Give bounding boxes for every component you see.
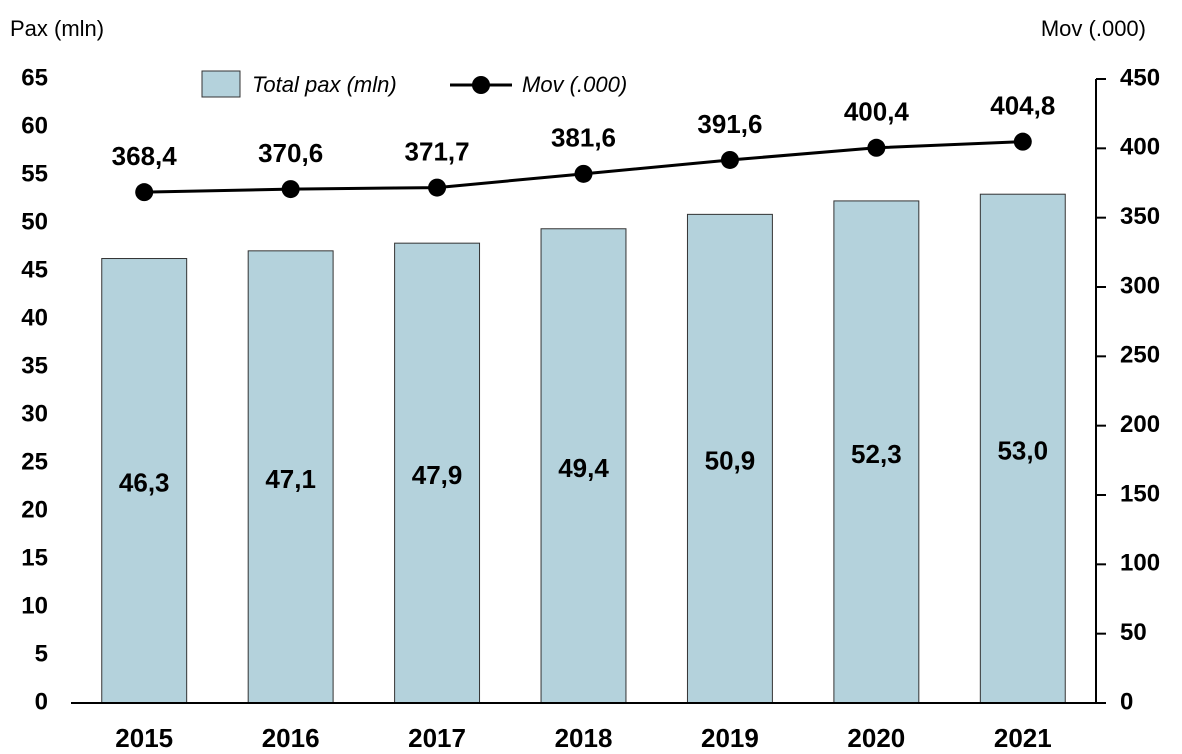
line-value-label: 404,8 bbox=[990, 91, 1055, 121]
y-tick-label: 0 bbox=[35, 688, 48, 715]
line-point bbox=[1013, 132, 1032, 151]
x-tick-label: 2019 bbox=[701, 723, 759, 753]
line-point bbox=[720, 150, 739, 169]
y2-tick-label: 400 bbox=[1120, 134, 1160, 161]
x-tick-label: 2021 bbox=[994, 723, 1052, 753]
bar-value-label: 46,3 bbox=[119, 468, 170, 498]
line-value-label: 400,4 bbox=[844, 97, 910, 127]
y-tick-label: 40 bbox=[21, 304, 48, 331]
legend-swatch bbox=[201, 70, 241, 98]
bar bbox=[247, 250, 334, 704]
y2-tick-label: 300 bbox=[1120, 272, 1160, 299]
y-tick-label: 25 bbox=[21, 448, 48, 475]
y2-tick-label: 0 bbox=[1120, 688, 1133, 715]
bar bbox=[540, 228, 627, 704]
y2-tick-label: 200 bbox=[1120, 411, 1160, 438]
y-tick-label: 45 bbox=[21, 256, 48, 283]
y-tick-label: 50 bbox=[21, 208, 48, 235]
line-value-label: 370,6 bbox=[258, 138, 323, 168]
y2-tick-label: 50 bbox=[1120, 619, 1147, 646]
y2-tick-label: 250 bbox=[1120, 342, 1160, 369]
y-axis-label: Pax (mln) bbox=[10, 16, 104, 41]
bar-value-label: 49,4 bbox=[558, 453, 609, 483]
bar-value-label: 47,9 bbox=[412, 460, 463, 490]
x-tick-label: 2018 bbox=[555, 723, 613, 753]
y2-tick-label: 350 bbox=[1120, 203, 1160, 230]
legend-label: Total pax (mln) bbox=[252, 72, 397, 97]
bar bbox=[101, 258, 188, 704]
line-point bbox=[281, 180, 300, 199]
y-tick-label: 30 bbox=[21, 400, 48, 427]
bar bbox=[394, 242, 481, 704]
line-value-label: 368,4 bbox=[112, 141, 178, 171]
x-tick-label: 2016 bbox=[262, 723, 320, 753]
legend-label: Mov (.000) bbox=[522, 72, 627, 97]
bar bbox=[686, 213, 773, 704]
y2-tick-label: 450 bbox=[1120, 64, 1160, 91]
legend-marker bbox=[472, 76, 490, 94]
y-tick-label: 35 bbox=[21, 352, 48, 379]
y2-tick-label: 100 bbox=[1120, 550, 1160, 577]
y-tick-label: 65 bbox=[21, 64, 48, 91]
line-value-label: 371,7 bbox=[405, 136, 470, 166]
bar bbox=[979, 193, 1066, 704]
y-tick-label: 55 bbox=[21, 160, 48, 187]
line-point bbox=[428, 178, 447, 197]
y-tick-label: 5 bbox=[35, 640, 48, 667]
y-tick-label: 20 bbox=[21, 496, 48, 523]
y2-axis-label: Mov (.000) bbox=[1041, 16, 1146, 41]
y-tick-label: 60 bbox=[21, 112, 48, 139]
line-point bbox=[867, 138, 886, 157]
bar bbox=[833, 200, 920, 704]
y-tick-label: 15 bbox=[21, 544, 48, 571]
x-tick-label: 2015 bbox=[115, 723, 173, 753]
y2-tick-label: 150 bbox=[1120, 480, 1160, 507]
bar-value-label: 47,1 bbox=[265, 464, 316, 494]
line-value-label: 391,6 bbox=[697, 109, 762, 139]
bar-value-label: 53,0 bbox=[997, 435, 1048, 465]
x-tick-label: 2017 bbox=[408, 723, 466, 753]
line-point bbox=[574, 164, 593, 183]
line-point bbox=[135, 183, 154, 202]
x-tick-label: 2020 bbox=[847, 723, 905, 753]
y-tick-label: 10 bbox=[21, 592, 48, 619]
bar-value-label: 52,3 bbox=[851, 439, 902, 469]
line-value-label: 381,6 bbox=[551, 123, 616, 153]
bar-value-label: 50,9 bbox=[705, 446, 756, 476]
